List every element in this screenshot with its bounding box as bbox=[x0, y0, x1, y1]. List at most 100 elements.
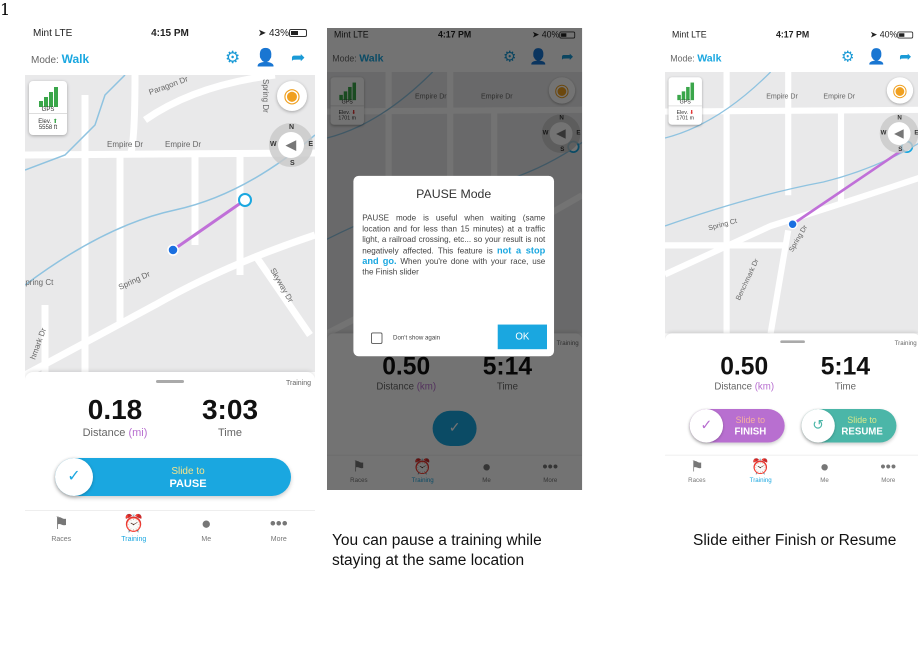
battery-status: ➤ 43% bbox=[258, 28, 307, 39]
ok-button[interactable]: OK bbox=[497, 324, 547, 350]
distance-unit: (km) bbox=[754, 381, 775, 393]
time-value: 5:14 bbox=[820, 352, 871, 380]
battery-percent: 43% bbox=[268, 28, 289, 39]
mode-selector[interactable]: Mode: Walk bbox=[670, 52, 721, 64]
map-road bbox=[767, 229, 792, 334]
map-canvas[interactable]: Paragon Dr Empire Dr Empire Dr Spring Dr Spr… bbox=[25, 75, 315, 372]
voice-coach-icon[interactable]: 👤 bbox=[867, 48, 887, 65]
location-arrow-icon: ➤ bbox=[869, 30, 880, 41]
map-road bbox=[252, 253, 313, 337]
tab-races[interactable]: ⚑Races bbox=[25, 511, 98, 550]
battery-status: ➤ 40% bbox=[869, 30, 914, 41]
signal-bar bbox=[48, 92, 53, 107]
elevation-value: 1701 m bbox=[676, 116, 695, 122]
phone-screen-3: Mint LTE 4:17 PM ➤ 40% Mode: Walk ⚙ 👤 ➦ Spring … bbox=[665, 28, 918, 490]
tab-bar: ⚑ Races ⏰ Training ● Me ••• More bbox=[25, 510, 315, 550]
gear-icon[interactable]: ⚙ bbox=[225, 48, 241, 67]
tab-training[interactable]: ⏰Training bbox=[729, 456, 793, 490]
voice-coach-icon[interactable]: 👤 bbox=[255, 48, 277, 67]
mode-value: Walk bbox=[697, 51, 722, 65]
share-icon[interactable]: ➦ bbox=[291, 48, 306, 67]
street-label: Empire Dr bbox=[165, 140, 201, 149]
locate-me-button[interactable]: ◉ bbox=[277, 81, 307, 111]
dont-show-again-checkbox[interactable]: Don't show again bbox=[371, 332, 441, 344]
signal-bar bbox=[53, 87, 58, 107]
clock: 4:17 PM bbox=[775, 30, 810, 41]
checkbox-label: Don't show again bbox=[393, 335, 441, 342]
mode-selector[interactable]: Mode: Walk bbox=[31, 52, 89, 66]
time-label: Time bbox=[217, 427, 243, 439]
gps-signal-icon bbox=[669, 77, 702, 101]
battery-icon bbox=[897, 31, 914, 39]
slider-line2: RESUME bbox=[841, 426, 883, 438]
distance-value: 0.18 bbox=[87, 394, 143, 425]
mode-label: Mode: bbox=[31, 55, 59, 66]
distance-caption: Distance (km) bbox=[691, 382, 797, 393]
elevation: Elev. ⬇1701 m bbox=[668, 105, 702, 124]
tab-me[interactable]: ●Me bbox=[793, 456, 857, 490]
carrier: Mint LTE bbox=[33, 28, 73, 39]
tab-training[interactable]: ⏰Training bbox=[98, 511, 171, 550]
compass-arrow-icon: ◀ bbox=[887, 122, 911, 146]
status-bar: Mint LTE 4:17 PM ➤ 40% bbox=[665, 28, 918, 43]
location-arrow-icon: ➤ bbox=[257, 28, 269, 39]
gear-icon[interactable]: ⚙ bbox=[841, 48, 855, 65]
tab-me[interactable]: ●Me bbox=[170, 511, 243, 550]
check-icon: ✓ bbox=[67, 468, 81, 485]
stats-sheet: Training 0.18 Distance (mi) 3:03 Time ✓ Slide … bbox=[25, 372, 315, 510]
slider-knob[interactable]: ✓ bbox=[689, 409, 724, 443]
battery-icon bbox=[289, 29, 307, 38]
map-road bbox=[665, 106, 918, 115]
checkbox-box[interactable] bbox=[371, 332, 383, 344]
slider-knob[interactable]: ↺ bbox=[801, 409, 835, 443]
map-view[interactable]: Paragon Dr Empire Dr Empire Dr Spring Dr Spr… bbox=[25, 75, 315, 372]
locate-me-button[interactable]: ◉ bbox=[886, 77, 914, 104]
street-label: Empire Dr bbox=[823, 93, 855, 100]
street-label: Empire Dr bbox=[107, 140, 143, 149]
distance-label: Distance bbox=[714, 381, 752, 393]
alarm-clock-icon: ⏰ bbox=[751, 458, 771, 476]
arrow-up-icon: ⬆ bbox=[51, 119, 58, 125]
slider-text: Slide to PAUSE bbox=[55, 466, 291, 490]
flag-icon: ⚑ bbox=[690, 458, 704, 476]
compass-s: S bbox=[290, 160, 295, 167]
status-bar: Mint LTE 4:15 PM ➤ 43% bbox=[25, 25, 315, 42]
check-icon: ✓ bbox=[700, 417, 713, 433]
compass-e: E bbox=[914, 130, 918, 136]
gps-elevation-panel: GPS Elev. ⬆ 5558 ft bbox=[29, 81, 67, 135]
slide-to-finish[interactable]: ✓ Slide to FINISH bbox=[689, 409, 785, 443]
slide-to-pause[interactable]: ✓ Slide to PAUSE bbox=[55, 458, 291, 496]
activity-type-label: Training bbox=[894, 340, 917, 347]
tab-more[interactable]: •••More bbox=[243, 511, 316, 550]
carrier: Mint LTE bbox=[672, 30, 707, 41]
tab-races[interactable]: ⚑Races bbox=[665, 456, 729, 490]
tab-more[interactable]: •••More bbox=[856, 456, 918, 490]
tab-label: More bbox=[881, 477, 896, 484]
compass-arrow-icon: ◀ bbox=[278, 132, 304, 158]
slide-to-resume[interactable]: ↺ Slide to RESUME bbox=[801, 409, 897, 443]
tab-label: Training bbox=[749, 477, 772, 484]
map-road bbox=[25, 231, 315, 372]
sheet-handle[interactable] bbox=[780, 340, 805, 344]
current-position-dot bbox=[167, 244, 179, 256]
sheet-handle[interactable] bbox=[156, 380, 184, 383]
tab-label: More bbox=[270, 536, 287, 543]
map-view[interactable]: Spring Ct Spring Dr Benchmark Dr Empire Dr E… bbox=[665, 72, 918, 334]
route-line bbox=[791, 145, 908, 226]
share-icon[interactable]: ➦ bbox=[899, 48, 912, 65]
slider-knob[interactable]: ✓ bbox=[55, 458, 93, 496]
signal-bar bbox=[38, 101, 43, 107]
signal-bar bbox=[43, 97, 48, 107]
more-icon: ••• bbox=[880, 458, 897, 476]
flag-icon: ⚑ bbox=[53, 514, 69, 533]
current-position-dot bbox=[787, 219, 798, 230]
slider-text: Slide to FINISH bbox=[690, 416, 785, 437]
app-header: Mode: Walk ⚙ 👤 ➦ bbox=[25, 42, 315, 75]
